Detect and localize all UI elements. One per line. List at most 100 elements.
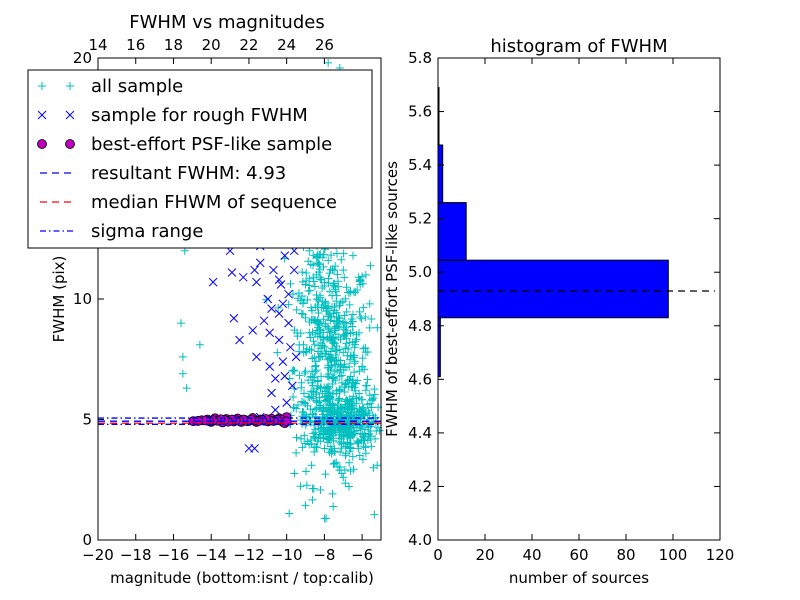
scatter-point-plus — [342, 395, 351, 404]
scatter-point-plus — [343, 376, 352, 385]
scatter-point-plus — [340, 332, 349, 341]
scatter-point-plus — [311, 428, 320, 437]
legend-entry: sample for rough FWHM — [37, 105, 308, 126]
scatter-point-plus — [358, 354, 367, 363]
y-tick-label: 5.2 — [408, 210, 432, 228]
scatter-point-plus — [324, 256, 333, 265]
scatter-point-plus — [302, 269, 311, 278]
scatter-point-plus — [182, 384, 191, 393]
histogram-bars — [437, 86, 669, 378]
scatter-point-plus — [351, 337, 360, 346]
scatter-point-plus — [330, 356, 339, 365]
scatter-point-x — [278, 299, 288, 309]
scatter-point-plus — [313, 300, 322, 309]
scatter-point-plus — [367, 315, 376, 324]
legend-label: sample for rough FWHM — [91, 105, 308, 126]
scatter-point-plus — [365, 323, 374, 332]
scatter-point-plus — [297, 309, 306, 318]
y-tick-label: 10 — [73, 290, 92, 308]
x-tick-label: −10 — [271, 546, 303, 564]
scatter-point-plus — [300, 369, 309, 378]
scatter-point-plus — [361, 313, 370, 322]
y-tick-label: 20 — [73, 49, 92, 67]
top-tick-label: 24 — [277, 36, 296, 54]
legend-label: resultant FWHM: 4.93 — [91, 163, 286, 184]
scatter-point-plus — [368, 396, 377, 405]
scatter-point-x — [280, 371, 290, 381]
scatter-point-plus — [346, 412, 355, 421]
y-tick-label: 5.6 — [408, 103, 432, 121]
scatter-point-plus — [309, 273, 318, 282]
scatter-point-plus — [302, 481, 311, 490]
scatter-point-plus — [328, 399, 337, 408]
scatter-point-plus — [274, 303, 283, 312]
scatter-point-plus — [363, 400, 372, 409]
scatter-point-plus — [346, 467, 355, 476]
y-tick-label: 5.0 — [408, 263, 432, 281]
scatter-point-plus — [307, 392, 316, 401]
scatter-point-plus — [313, 437, 322, 446]
legend-label: median FHWM of sequence — [91, 192, 337, 213]
scatter-point-plus — [323, 429, 332, 438]
scatter-point-plus — [345, 434, 354, 443]
scatter-point-plus — [316, 384, 325, 393]
scatter-point-plus — [302, 412, 311, 421]
scatter-point-plus — [314, 308, 323, 317]
scatter-point-plus — [311, 330, 320, 339]
scatter-point-plus — [195, 340, 204, 349]
scatter-point-plus — [344, 345, 353, 354]
scatter-point-plus — [324, 432, 333, 441]
scatter-point-x — [235, 335, 244, 345]
scatter-point-plus — [342, 339, 351, 348]
scatter-point-plus — [298, 268, 307, 277]
scatter-point-plus — [324, 361, 333, 370]
scatter-point-plus — [302, 344, 311, 353]
scatter-point-plus — [358, 395, 367, 404]
scatter-point-plus — [328, 447, 337, 456]
scatter-point-plus — [290, 469, 299, 478]
scatter-point-x — [263, 294, 273, 304]
y-tick-label: 0 — [82, 531, 92, 549]
scatter-point-plus — [352, 335, 361, 344]
scatter-point-plus — [318, 283, 327, 292]
scatter-point-x — [274, 309, 284, 318]
scatter-point-x — [227, 268, 237, 277]
scatter-point-plus — [310, 443, 319, 452]
scatter-point-plus — [299, 398, 308, 407]
scatter-point-x — [274, 335, 284, 345]
scatter-point-x — [229, 313, 239, 323]
scatter-point-plus — [315, 430, 324, 439]
scatter-point-x — [267, 304, 276, 313]
scatter-point-plus — [295, 371, 304, 380]
y-tick-label: 4.6 — [408, 370, 432, 388]
scatter-point-plus — [365, 409, 374, 418]
scatter-point-plus — [363, 375, 372, 384]
scatter-point-plus — [308, 373, 317, 382]
x-tick-label: 40 — [522, 546, 541, 564]
y-tick-label: 4.0 — [408, 531, 432, 549]
scatter-point-plus — [293, 401, 302, 410]
x-tick-label: −6 — [351, 546, 373, 564]
scatter-point-plus — [337, 255, 346, 264]
scatter-point-plus — [324, 373, 333, 382]
legend-box — [27, 69, 373, 249]
scatter-point-plus — [312, 253, 321, 262]
scatter-point-plus — [329, 279, 338, 288]
scatter-point-plus — [331, 416, 340, 425]
scatter-point-x — [284, 318, 293, 328]
scatter-point-plus — [326, 423, 335, 432]
scatter-point-plus — [373, 461, 382, 470]
scatter-point-plus — [327, 337, 336, 346]
scatter-point-plus — [350, 427, 359, 436]
top-tick-label: 18 — [164, 36, 183, 54]
scatter-point-plus — [345, 362, 354, 371]
scatter-point-plus — [314, 353, 323, 362]
legend-entry: all sample — [38, 76, 183, 97]
scatter-point-plus — [321, 396, 330, 405]
scatter-point-x — [287, 381, 297, 391]
scatter-point-plus — [361, 386, 370, 395]
scatter-point-plus — [309, 388, 318, 397]
scatter-point-plus — [346, 439, 355, 448]
y-tick-label: 4.4 — [408, 424, 432, 442]
